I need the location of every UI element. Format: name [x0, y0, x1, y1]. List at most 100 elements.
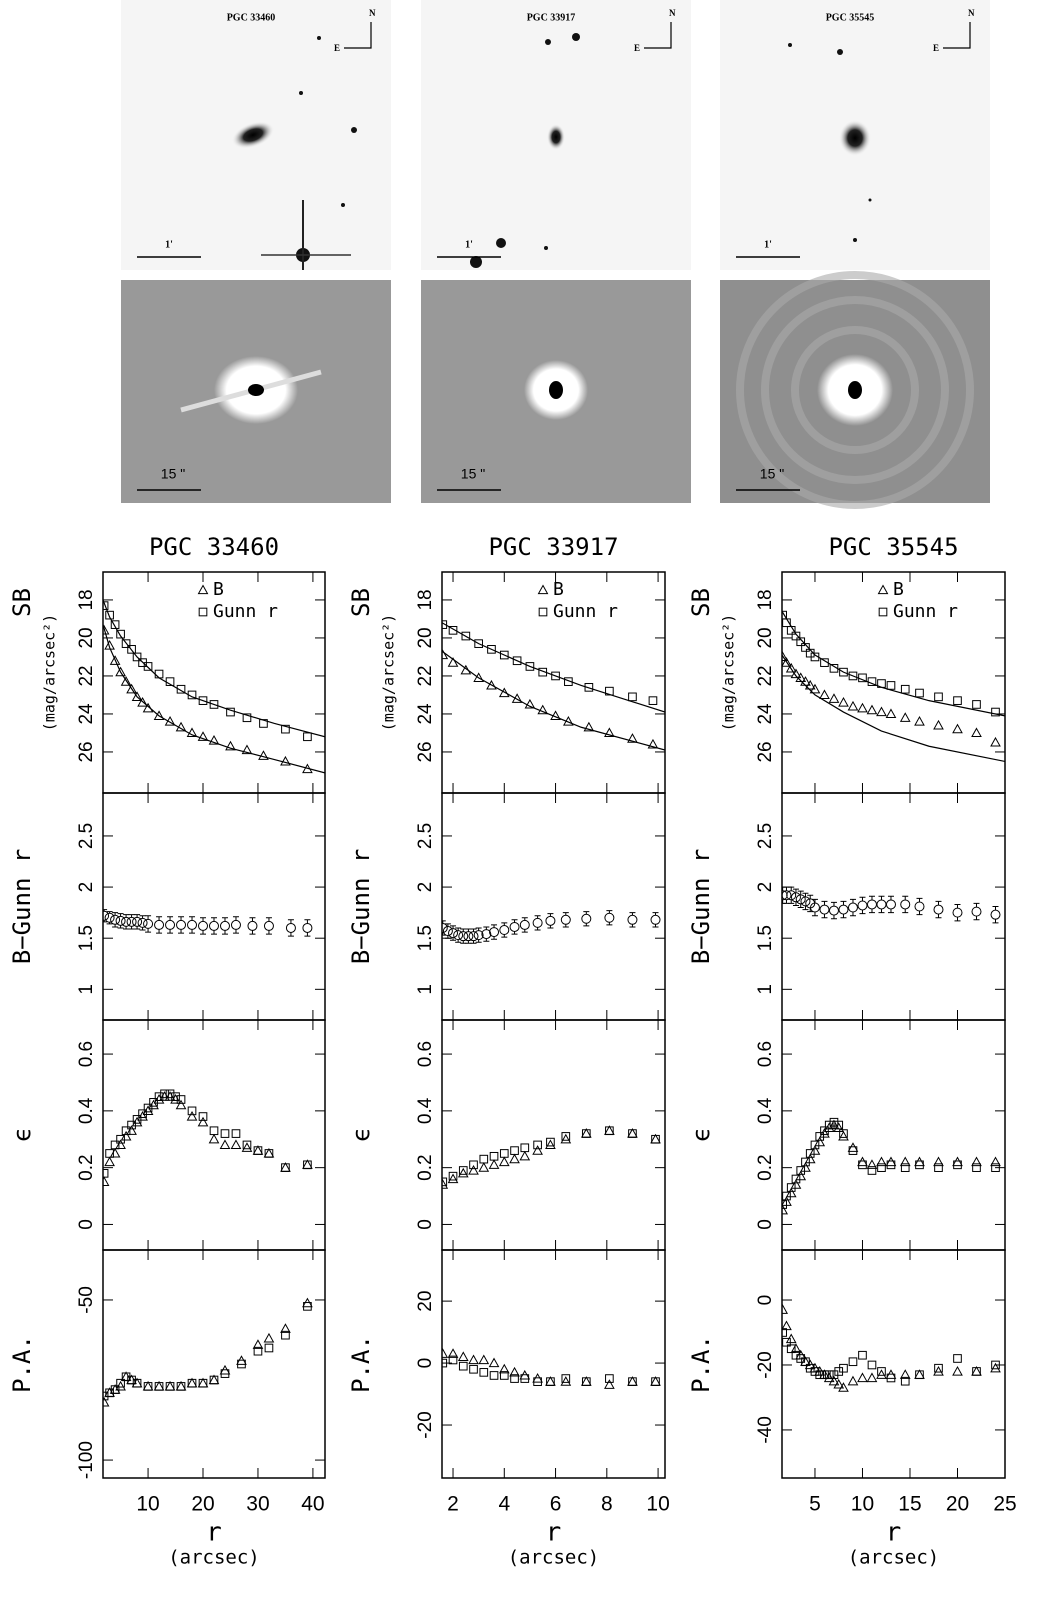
marker-circle: [187, 919, 198, 930]
marker-triangle: [442, 1179, 449, 1189]
compass-east: E: [634, 43, 640, 53]
marker-square: [303, 1302, 312, 1311]
y-tick-label: 26: [415, 741, 436, 762]
y-tick-label: 0.4: [415, 1097, 436, 1124]
marker-triangle: [627, 1128, 638, 1138]
marker-triangle: [197, 1377, 209, 1388]
marker-square: [991, 1360, 1000, 1370]
marker-triangle: [225, 740, 236, 751]
marker-circle: [509, 921, 520, 932]
marker-triangle: [814, 1136, 826, 1147]
marker-square: [116, 629, 125, 639]
marker-circle: [448, 928, 459, 939]
marker-triangle: [804, 679, 816, 690]
marker-triangle: [164, 1380, 176, 1391]
marker-triangle: [847, 1375, 859, 1386]
fit-line: [442, 650, 665, 751]
marker-square: [121, 639, 131, 648]
marker-triangle: [175, 1380, 187, 1391]
marker-circle: [154, 919, 165, 930]
error-bar: [156, 916, 163, 934]
marker-triangle: [650, 1376, 661, 1386]
marker-square: [791, 1174, 801, 1184]
marker-triangle: [219, 1139, 231, 1150]
marker-triangle: [104, 1156, 115, 1167]
fit-line: [782, 611, 1005, 717]
marker-square: [791, 631, 801, 641]
marker-square: [458, 1361, 468, 1371]
residual-core: [848, 381, 862, 399]
marker-square: [829, 1370, 839, 1380]
error-bar: [475, 927, 482, 943]
x-axis-label: r: [546, 1518, 562, 1548]
error-bar: [973, 902, 980, 921]
error-bar: [465, 928, 472, 944]
marker-triangle: [933, 719, 944, 730]
y-tick-label: 0: [755, 1295, 776, 1306]
marker-triangle: [120, 1130, 132, 1141]
marker-triangle: [560, 1376, 572, 1386]
marker-square: [796, 637, 806, 647]
error-bar: [562, 912, 569, 928]
marker-square: [934, 1363, 943, 1373]
y-tick-label: 0: [415, 1358, 436, 1369]
y-tick-label: 18: [415, 589, 436, 610]
marker-square: [264, 1149, 274, 1158]
y-tick-label: 0: [415, 1219, 436, 1230]
marker-square: [546, 1137, 555, 1147]
marker-square: [469, 1364, 478, 1374]
marker-triangle: [914, 1156, 925, 1167]
star: [299, 91, 303, 95]
marker-square: [479, 1368, 489, 1377]
error-bar: [521, 917, 528, 933]
marker-square: [953, 1160, 962, 1170]
marker-triangle: [488, 1357, 500, 1368]
x-tick-label: 20: [946, 1493, 969, 1516]
error-bar: [444, 923, 451, 939]
marker-square: [253, 1146, 263, 1155]
marker-square: [165, 1089, 175, 1099]
x-tick-label: 8: [601, 1493, 613, 1516]
marker-square: [858, 1350, 867, 1360]
marker-triangle: [782, 1204, 789, 1215]
marker-square: [154, 1092, 164, 1101]
error-bar: [460, 928, 467, 944]
y-axis-label: B−Gunn r: [8, 849, 36, 965]
legend-marker: [538, 607, 548, 617]
marker-triangle: [230, 1139, 242, 1150]
x-axis-label: r: [206, 1518, 222, 1548]
marker-circle: [165, 919, 176, 930]
marker-square: [448, 1355, 458, 1365]
error-bar: [128, 914, 135, 930]
marker-triangle: [545, 1376, 556, 1386]
marker-square: [533, 1377, 542, 1386]
chart-title: PGC 33460: [149, 533, 279, 561]
marker-circle: [137, 917, 148, 928]
residual-ring: [761, 296, 949, 484]
marker-circle: [442, 922, 448, 933]
marker-triangle: [537, 704, 549, 715]
marker-circle: [463, 931, 474, 942]
marker-circle: [857, 900, 868, 911]
marker-circle: [933, 904, 944, 915]
marker-square: [953, 696, 962, 705]
marker-square: [442, 1358, 448, 1368]
marker-square: [458, 1166, 468, 1175]
error-bar: [287, 919, 294, 937]
error-bar: [868, 895, 875, 914]
marker-square: [628, 692, 637, 702]
marker-triangle: [971, 1365, 982, 1376]
error-bar: [501, 922, 508, 938]
marker-circle: [790, 892, 801, 903]
marker-square: [796, 1166, 806, 1175]
y-axis-label: SB: [687, 588, 715, 617]
compass: [344, 22, 372, 49]
compass: [943, 22, 971, 49]
star: [496, 238, 506, 248]
y-tick-label: 20: [415, 1291, 436, 1312]
marker-triangle: [819, 1128, 830, 1138]
y-axis-label: P.A.: [8, 1335, 36, 1393]
x-axis-unit: (arcsec): [508, 1547, 600, 1569]
image-title: PGC 33460: [227, 12, 276, 23]
fit-line: [103, 599, 325, 738]
